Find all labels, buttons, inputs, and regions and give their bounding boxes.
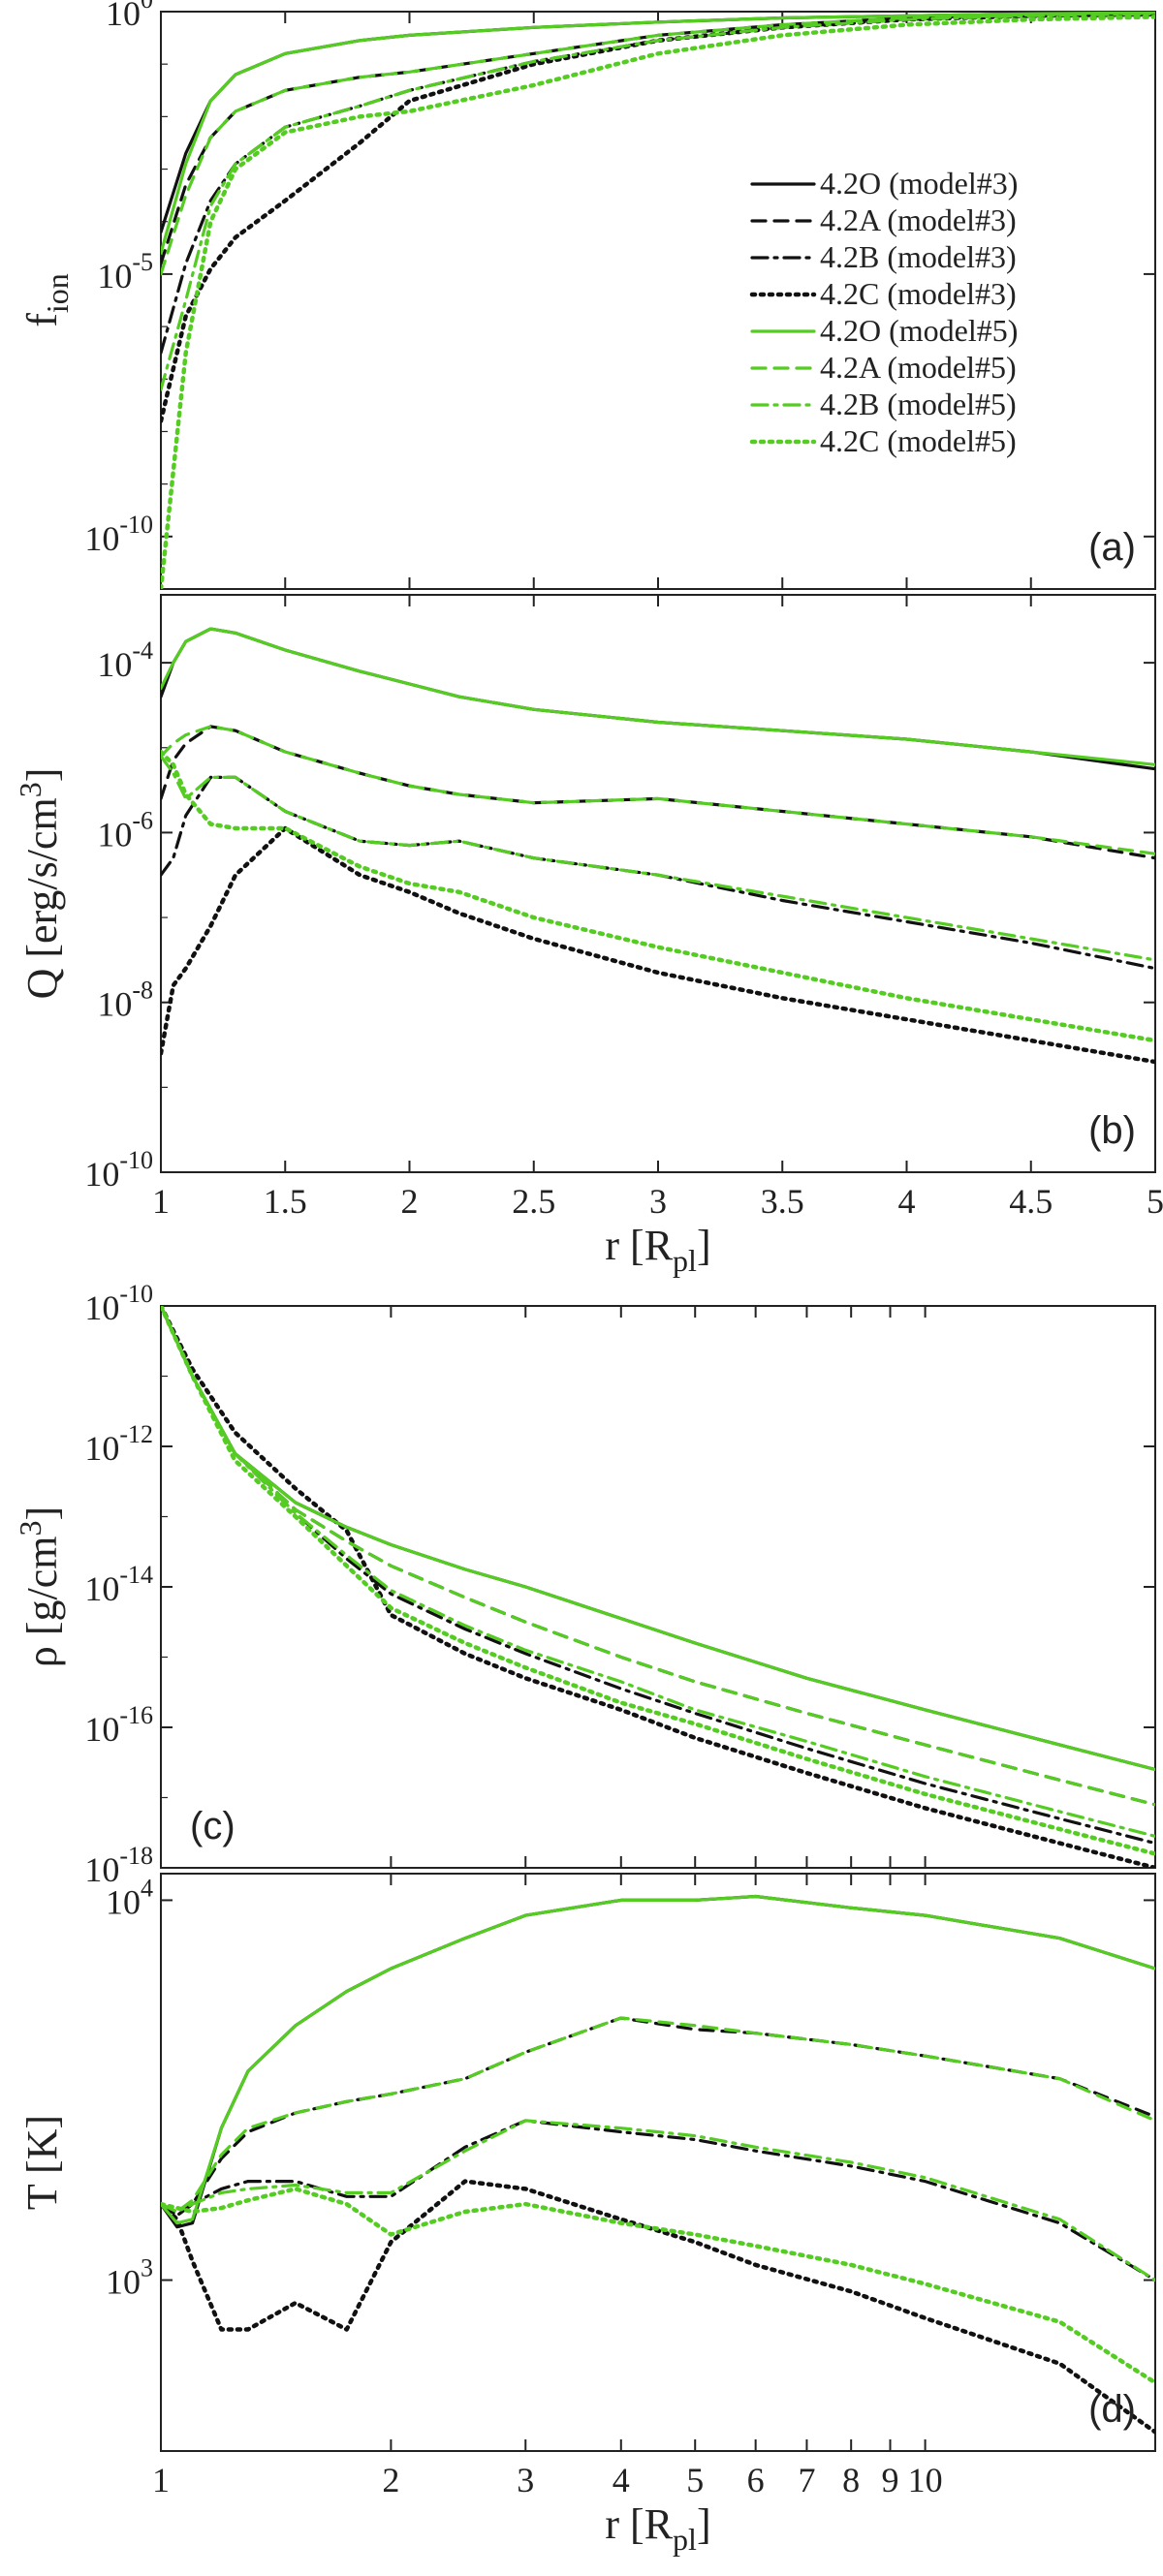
series-group xyxy=(161,1306,1155,1868)
series-group xyxy=(161,12,1155,589)
y-tick-label: 10-18 xyxy=(84,1842,153,1889)
x-tick-label: 4.5 xyxy=(1009,1182,1053,1221)
legend-label: 4.2B (model#5) xyxy=(820,387,1017,421)
legend-label: 4.2B (model#3) xyxy=(820,239,1017,274)
panel-b: 10-4 10-6 10-8 10-101 1.5 2 2.5 3 3.5 4 4.5 5 Q [erg… xyxy=(13,594,1163,1278)
x-tick-label: 8 xyxy=(842,2461,860,2499)
x-tick-label: 2.5 xyxy=(512,1182,555,1221)
y-tick-label: 10-10 xyxy=(84,511,153,558)
y-tick-label: 10-8 xyxy=(97,977,153,1024)
series-group xyxy=(161,627,1155,1065)
series-line xyxy=(161,15,1155,589)
x-tick-label: 3 xyxy=(649,1182,667,1221)
series-line xyxy=(161,1894,1155,2225)
y-axis-title: T [K] xyxy=(18,2115,66,2210)
series-line xyxy=(161,1894,1155,2229)
series-line xyxy=(161,2016,1155,2214)
y-tick-label: 10-4 xyxy=(97,636,153,684)
y-axis-title: ρ [g/cm3] xyxy=(13,1506,66,1667)
legend: 4.2O (model#3)4.2A (model#3)4.2B (model#… xyxy=(749,166,1018,458)
legend-label: 4.2C (model#3) xyxy=(820,276,1017,311)
y-tick-label: 100 xyxy=(106,0,153,33)
x-tick-label: 1 xyxy=(152,2461,170,2499)
series-group xyxy=(161,1894,1155,2435)
series-line xyxy=(161,1306,1155,1868)
plot-frame xyxy=(160,594,1156,1173)
y-tick-label: 10-5 xyxy=(97,248,153,295)
y-tick-label: 103 xyxy=(106,2254,153,2302)
legend-label: 4.2O (model#3) xyxy=(820,166,1018,201)
legend-label: 4.2A (model#3) xyxy=(820,202,1017,237)
series-line xyxy=(161,725,1155,860)
x-tick-label: 7 xyxy=(798,2461,815,2499)
y-tick-label: 10-12 xyxy=(84,1420,153,1468)
series-line xyxy=(161,749,1155,1043)
series-line xyxy=(161,725,1155,855)
x-tick-label: 4 xyxy=(898,1182,916,1221)
x-tick-label: 2 xyxy=(382,2461,399,2499)
series-line xyxy=(161,1306,1155,1839)
panel-label: (d) xyxy=(1088,2388,1136,2431)
x-tick-label: 10 xyxy=(908,2461,943,2499)
panel-label: (b) xyxy=(1088,1109,1136,1152)
x-axis-title: r [Rpl] xyxy=(605,2500,710,2557)
legend-label: 4.2C (model#5) xyxy=(820,423,1017,458)
series-line xyxy=(161,2119,1155,2282)
y-tick-label: 10-10 xyxy=(84,1146,153,1194)
y-tick-label: 10-14 xyxy=(84,1561,153,1608)
x-tick-label: 1.5 xyxy=(264,1182,307,1221)
x-tick-label: 4 xyxy=(613,2461,630,2499)
y-tick-label: 104 xyxy=(106,1874,153,1921)
series-line xyxy=(161,775,1155,971)
panel-label: (a) xyxy=(1088,526,1136,569)
series-line xyxy=(161,2179,1155,2435)
x-tick-label: 5 xyxy=(1147,1182,1163,1221)
panel-label: (c) xyxy=(190,1805,236,1847)
x-tick-label: 9 xyxy=(882,2461,899,2499)
x-tick-label: 3.5 xyxy=(761,1182,804,1221)
x-tick-label: 6 xyxy=(747,2461,765,2499)
y-tick-label: 10-6 xyxy=(97,806,153,853)
series-line xyxy=(161,12,1155,391)
legend-label: 4.2A (model#5) xyxy=(820,350,1017,385)
series-line xyxy=(161,1306,1155,1856)
legend-label: 4.2O (model#5) xyxy=(820,313,1018,348)
x-tick-label: 5 xyxy=(686,2461,704,2499)
panel-d: 104 103 1 2 3 4 5 6 7 8 9 10 T [K] r [Rpl] (d) xyxy=(18,1873,1156,2557)
series-line xyxy=(161,1306,1155,1807)
series-line xyxy=(161,1306,1155,1846)
series-line xyxy=(161,2187,1155,2385)
y-axis-title: Q [erg/s/cm3] xyxy=(13,768,66,1000)
plot-frame xyxy=(160,1305,1156,1869)
y-tick-label: 10-10 xyxy=(84,1280,153,1327)
x-axis-title: r [Rpl] xyxy=(605,1222,710,1278)
series-line xyxy=(161,825,1155,1065)
x-tick-label: 2 xyxy=(401,1182,419,1221)
series-line xyxy=(161,2119,1155,2282)
x-tick-label: 3 xyxy=(517,2461,534,2499)
series-line xyxy=(161,2016,1155,2218)
y-tick-label: 10-16 xyxy=(84,1701,153,1749)
series-line xyxy=(161,12,1155,255)
plot-frame xyxy=(160,1873,1156,2452)
series-line xyxy=(161,627,1155,766)
y-axis-title: fion xyxy=(18,273,75,327)
series-line xyxy=(161,754,1155,962)
panel-c: 10-10 10-12 10-14 10-16 10-18 ρ [g/cm3] (c) xyxy=(13,1280,1156,1889)
x-tick-label: 1 xyxy=(152,1182,170,1221)
